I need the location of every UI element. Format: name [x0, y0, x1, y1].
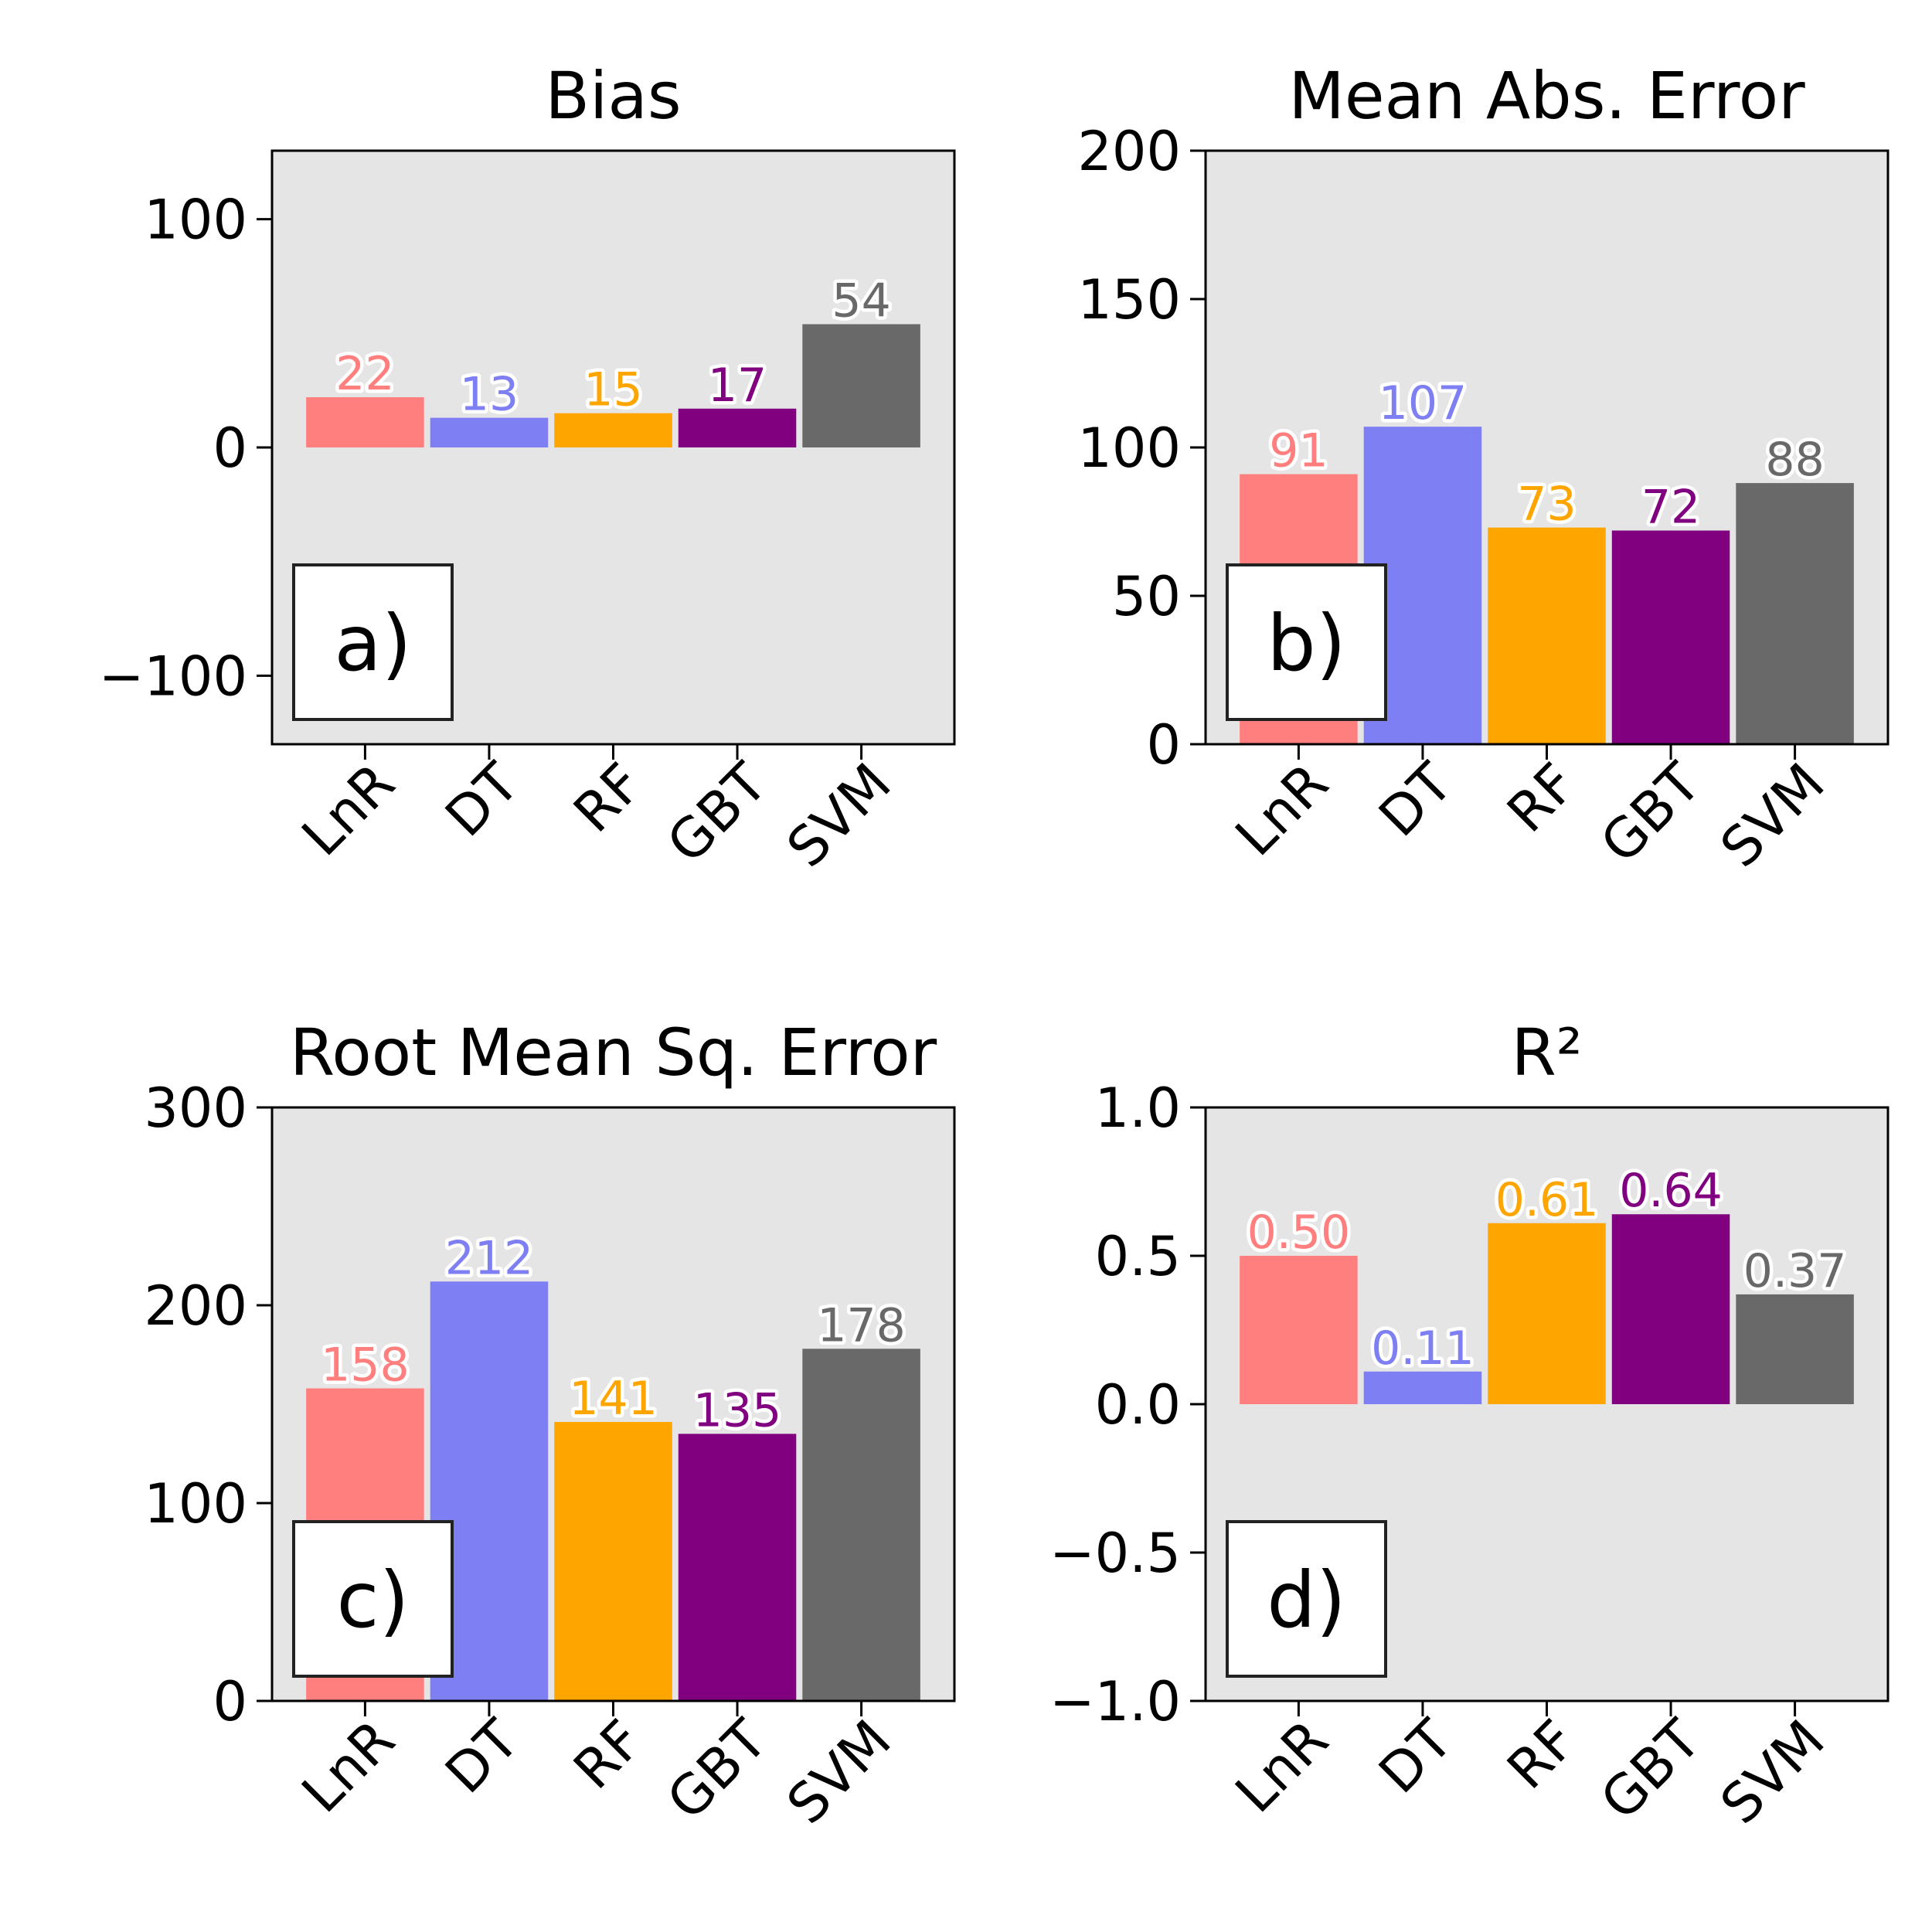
y-tick-label: 50: [1112, 565, 1181, 628]
x-tick-label-lnr: LnR: [1223, 1708, 1340, 1825]
bar-svm: [1736, 483, 1854, 744]
bar-svm: [802, 324, 920, 447]
bar-dt: [430, 417, 549, 447]
panel-label: d): [1267, 1555, 1346, 1645]
bar-dt: [1363, 1371, 1482, 1404]
bar-lnr: [1240, 1256, 1358, 1404]
y-tick-label: 300: [144, 1077, 247, 1140]
x-tick-label-dt: DT: [1367, 1708, 1465, 1806]
y-tick-label: 0: [213, 417, 247, 480]
chart-title: R²: [1511, 1015, 1582, 1090]
x-tick-label-dt: DT: [1367, 751, 1465, 849]
y-tick-label: 0.0: [1095, 1373, 1181, 1437]
axes-frame: [270, 149, 956, 746]
x-tick-label-dt: DT: [434, 1708, 532, 1806]
panel-label-box: [1226, 1520, 1387, 1678]
bar-gbt: [678, 1434, 797, 1701]
x-tick-label-rf: RF: [562, 751, 655, 845]
chart-panel-1: 22 LnR 13 DT 15 RF 17 GBT 54 SVM −100 0 100 Bias a): [99, 58, 956, 879]
bar-rf: [554, 1422, 672, 1701]
bar-value-label-dt: 107: [1379, 376, 1468, 430]
chart-panel-2: 91 LnR 107 DT 73 RF 72 GBT 88 SVM 0 50 100 150 200 Mean…: [1077, 58, 1889, 879]
bar-value-label-rf: 141: [569, 1372, 658, 1426]
panel-label: a): [334, 598, 411, 689]
bar-value-label-gbt: 72: [1641, 481, 1700, 535]
bar-value-label-rf: 15: [583, 363, 642, 417]
bar-value-label-lnr: 91: [1269, 424, 1328, 478]
axes-frame: [270, 1106, 956, 1702]
chart-panel-4: 0.50 LnR 0.11 DT 0.61 RF 0.64 GBT 0.37 SVM −1.0 −0.…: [1049, 1015, 1889, 1836]
panel-label-box: [1226, 563, 1387, 721]
bar-value-label-rf: 73: [1517, 478, 1576, 532]
bar-value-label-svm: 0.37: [1743, 1244, 1847, 1298]
y-tick-label: 150: [1077, 268, 1181, 332]
x-tick-label-rf: RF: [562, 1708, 655, 1801]
bar-rf: [554, 413, 672, 447]
bar-rf: [1488, 1223, 1606, 1404]
x-tick-label-gbt: GBT: [655, 751, 780, 876]
x-tick-label-svm: SVM: [1709, 751, 1837, 879]
x-tick-label-svm: SVM: [775, 751, 903, 879]
bar-value-label-dt: 13: [460, 368, 519, 422]
bar-value-label-svm: 54: [832, 274, 890, 328]
x-tick-label-dt: DT: [434, 751, 532, 849]
x-tick-label-lnr: LnR: [290, 1708, 406, 1825]
bar-value-label-gbt: 17: [708, 359, 767, 413]
x-tick-label-svm: SVM: [775, 1708, 903, 1836]
bar-value-label-lnr: 0.50: [1247, 1206, 1351, 1260]
bar-value-label-lnr: 158: [321, 1338, 410, 1393]
y-tick-label: 200: [1077, 120, 1181, 183]
x-tick-label-lnr: LnR: [290, 751, 406, 868]
bar-svm: [802, 1349, 920, 1701]
chart-title: Root Mean Sq. Error: [290, 1015, 937, 1090]
panel-label: b): [1267, 598, 1346, 689]
bar-rf: [1488, 527, 1606, 744]
y-tick-label: 100: [144, 189, 247, 252]
x-tick-label-rf: RF: [1495, 1708, 1589, 1801]
x-tick-label-gbt: GBT: [655, 1708, 780, 1832]
x-tick-label-gbt: GBT: [1589, 751, 1713, 876]
bar-svm: [1736, 1294, 1854, 1404]
x-tick-label-svm: SVM: [1709, 1708, 1837, 1836]
bar-lnr: [306, 397, 424, 447]
bar-value-label-dt: 0.11: [1371, 1321, 1475, 1376]
chart-title: Mean Abs. Error: [1288, 58, 1805, 134]
chart-title: Bias: [545, 58, 681, 134]
x-tick-label-rf: RF: [1495, 751, 1589, 845]
y-tick-label: −0.5: [1049, 1522, 1181, 1585]
bar-gbt: [1611, 530, 1730, 744]
y-tick-label: 0.5: [1095, 1225, 1181, 1288]
y-tick-label: 0: [213, 1670, 247, 1733]
bar-value-label-svm: 88: [1765, 433, 1824, 487]
bar-gbt: [1611, 1214, 1730, 1404]
y-tick-label: 100: [144, 1472, 247, 1536]
bar-value-label-gbt: 135: [693, 1383, 782, 1437]
panel-label: c): [337, 1555, 410, 1645]
y-tick-label: 100: [1077, 417, 1181, 480]
bar-value-label-gbt: 0.64: [1619, 1164, 1723, 1218]
bar-value-label-rf: 0.61: [1495, 1173, 1599, 1227]
y-tick-label: 0: [1146, 713, 1181, 777]
y-tick-label: 200: [144, 1274, 247, 1338]
panel-label-box: [292, 563, 454, 721]
axes-frame: [1204, 1106, 1889, 1702]
bar-value-label-dt: 212: [445, 1231, 534, 1285]
axes-frame: [1204, 149, 1889, 746]
bar-value-label-svm: 178: [817, 1298, 906, 1352]
chart-panel-3: 158 LnR 212 DT 141 RF 135 GBT 178 SVM 0 100 200 300 Ro…: [144, 1015, 956, 1836]
y-tick-label: 1.0: [1095, 1077, 1181, 1140]
bar-value-label-lnr: 22: [335, 347, 394, 401]
x-tick-label-lnr: LnR: [1223, 751, 1340, 868]
bar-gbt: [678, 408, 797, 447]
x-tick-label-gbt: GBT: [1589, 1708, 1713, 1832]
panel-label-box: [292, 1520, 454, 1678]
y-tick-label: −1.0: [1049, 1670, 1181, 1733]
y-tick-label: −100: [99, 645, 247, 708]
